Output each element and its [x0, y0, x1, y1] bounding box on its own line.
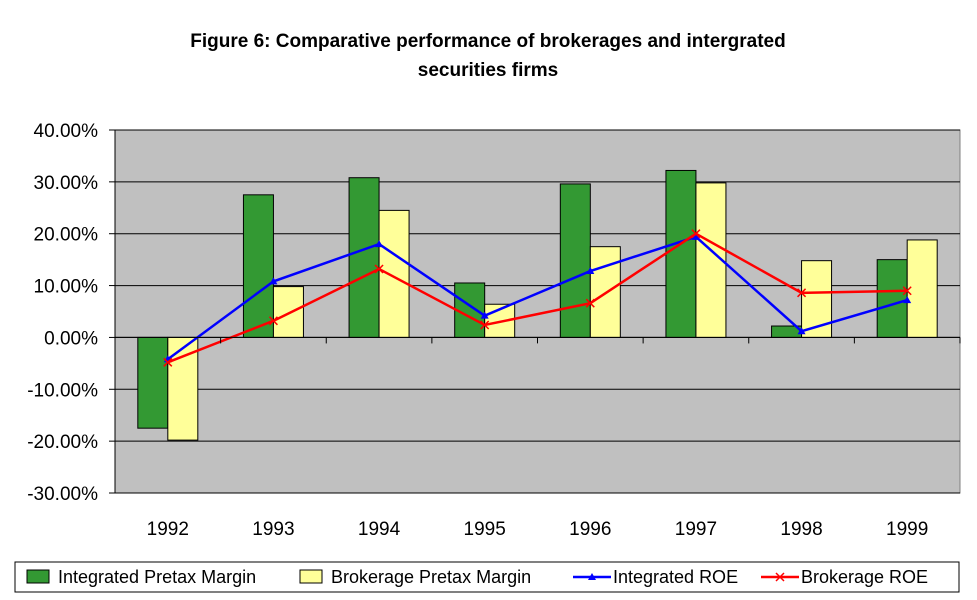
chart-title-line-2: securities firms: [418, 60, 558, 81]
line-integrated-roe: [167, 235, 908, 361]
x-tick-label: 1997: [675, 519, 717, 540]
point-integrated-roe: [903, 296, 912, 304]
bar-integrated-pretax-margin: [242, 194, 274, 338]
bar-brokerage-pretax-margin: [272, 286, 304, 338]
series-lines: [163, 229, 912, 367]
x-axis: 1992 1993 1994 1995 1996 1997 1998 1999: [114, 336, 961, 540]
y-tick-label: 40.00%: [34, 121, 99, 142]
point-brokerage-roe: [480, 320, 490, 330]
x-tick-label: 1994: [358, 519, 401, 540]
bar-integrated-pretax-margin: [876, 259, 908, 338]
point-brokerage-roe: [585, 298, 595, 308]
legend-label: Integrated ROE: [613, 567, 738, 587]
point-brokerage-roe: [902, 286, 912, 296]
legend-label: Brokerage ROE: [801, 567, 928, 587]
legend-label: Brokerage Pretax Margin: [331, 567, 531, 587]
point-brokerage-roe: [163, 357, 173, 367]
point-integrated-roe: [797, 327, 806, 335]
y-tick-label: -30.00%: [27, 484, 98, 505]
bar-brokerage-pretax-margin: [906, 239, 938, 338]
chart-title-line-1: Figure 6: Comparative performance of bro…: [190, 31, 786, 52]
x-tick-label: 1995: [464, 519, 506, 540]
y-tick-label: 20.00%: [34, 225, 99, 246]
x-tick-label: 1999: [886, 519, 928, 540]
point-integrated-roe: [691, 232, 700, 240]
legend-label: Integrated Pretax Margin: [58, 567, 256, 587]
legend-swatch: [26, 569, 50, 584]
y-tick-label: -20.00%: [27, 432, 98, 453]
legend-box: [14, 561, 960, 593]
y-tick-label: 0.00%: [44, 328, 98, 349]
point-brokerage-roe: [374, 264, 384, 274]
point-integrated-roe: [586, 267, 595, 275]
y-axis: 40.00% 30.00% 20.00% 10.00% 0.00% -10.00% -20.…: [27, 121, 116, 505]
bar-integrated-pretax-margin: [559, 183, 591, 338]
legend-marker: [775, 572, 785, 582]
point-brokerage-roe: [268, 316, 278, 326]
x-tick-label: 1992: [147, 519, 189, 540]
y-tick-label: 10.00%: [34, 277, 99, 298]
legend: Integrated Pretax Margin Brokerage Pretax…: [26, 567, 928, 587]
point-brokerage-roe: [797, 288, 807, 298]
point-brokerage-roe: [691, 229, 701, 239]
point-integrated-roe: [375, 240, 384, 248]
bar-integrated-pretax-margin: [665, 169, 697, 338]
x-tick-label: 1993: [252, 519, 294, 540]
bar-integrated-pretax-margin: [137, 336, 169, 429]
bar-integrated-pretax-margin: [454, 282, 486, 338]
bar-integrated-pretax-margin: [348, 177, 380, 338]
legend-swatch: [299, 569, 323, 584]
point-integrated-roe: [480, 311, 489, 319]
x-tick-label: 1996: [569, 519, 611, 540]
y-tick-label: 30.00%: [34, 173, 99, 194]
plot-area: [114, 129, 961, 494]
x-tick-label: 1998: [780, 519, 822, 540]
y-tick-label: -10.00%: [27, 380, 98, 401]
line-brokerage-roe: [167, 232, 908, 364]
point-integrated-roe: [269, 277, 278, 285]
bar-brokerage-pretax-margin: [378, 209, 410, 338]
legend-marker: [588, 573, 596, 580]
